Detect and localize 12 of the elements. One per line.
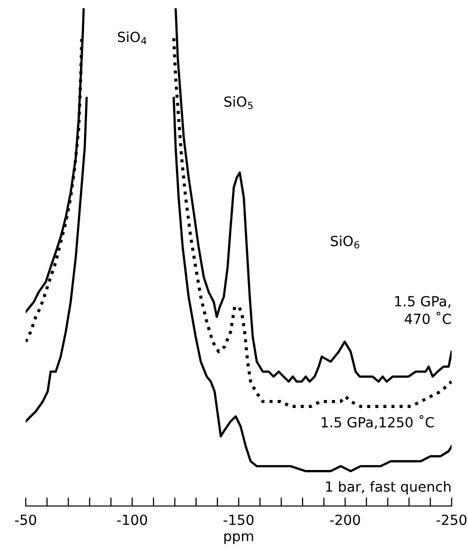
series-label: 1 bar, fast quench: [326, 481, 450, 495]
x-tick-label: -250: [436, 514, 466, 526]
x-axis-title: ppm: [224, 533, 254, 544]
annotation: SiO$_{5}$: [224, 96, 253, 110]
annotation: SiO$_{6}$: [330, 235, 360, 248]
annotation: SiO$_{4}$: [118, 31, 146, 44]
x-tick-label: -100: [117, 514, 148, 526]
x-tick-label: -200: [330, 514, 360, 526]
series-label: 1.5 GPa, 470 ˚C: [395, 296, 451, 324]
series-label: 1.5 GPa,1250 ˚C: [322, 415, 434, 429]
x-tick-label: -150: [224, 514, 254, 526]
x-tick-label: -50: [15, 514, 36, 526]
